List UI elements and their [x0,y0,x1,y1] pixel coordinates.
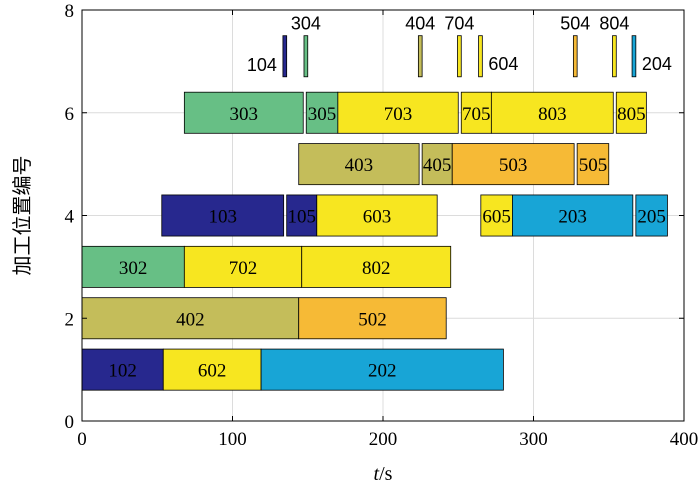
gantt-bar [490,91,614,134]
gantt-bar-label: 603 [363,207,392,228]
gantt-bar [298,143,420,186]
x-tick-label: 100 [218,429,247,450]
y-axis-title: 加工位置编号 [11,156,34,276]
gantt-bar-label: 505 [579,155,608,176]
gantt-bar [81,245,185,288]
gantt-bar-label: 105 [287,207,316,228]
gantt-bar [615,91,647,134]
gantt-marker [417,35,423,78]
gantt-bar-label: 403 [345,155,374,176]
gantt-marker-label: 404 [405,14,435,34]
gantt-bar-label: 703 [384,104,413,125]
gantt-marker-label: 704 [444,14,474,34]
gantt-bar [421,143,453,186]
gantt-bar-label: 405 [423,155,452,176]
gantt-bar-label: 303 [230,104,259,125]
gantt-bar [162,348,262,391]
x-axis-title: t/s [374,463,393,485]
gantt-bar [183,245,303,288]
gantt-bar [635,194,668,237]
gantt-marker-label: 504 [560,14,590,34]
gantt-bar [260,348,504,391]
gantt-bar-label: 805 [617,104,646,125]
gantt-bar-label: 205 [637,207,666,228]
gantt-bar [161,194,285,237]
gantt-bar-label: 305 [308,104,337,125]
gantt-marker [478,35,483,78]
gantt-bar [305,91,339,134]
gantt-bar [451,143,575,186]
gantt-marker-label: 604 [488,54,518,74]
gantt-bar [512,194,634,237]
gantt-bar-label: 502 [358,309,387,330]
gantt-bar [337,91,459,134]
gantt-bar [301,245,452,288]
gantt-bar-label: 302 [119,258,148,279]
gantt-marker [612,35,617,78]
y-tick-label: 0 [65,412,75,433]
gantt-bar [298,297,447,340]
gantt-marker-label: 204 [642,54,672,74]
gantt-bar-label: 803 [538,104,567,125]
x-tick-label: 300 [519,429,548,450]
y-tick-label: 4 [65,207,75,228]
gantt-bar-label: 102 [108,361,137,382]
gantt-marker-label: 104 [247,55,277,75]
gantt-bar-label: 203 [558,207,587,228]
markers-layer: 104 304 404 704 604 504 804 204 [247,14,672,78]
y-tick-label: 6 [65,104,75,125]
gantt-marker [282,35,288,78]
gantt-bar [81,297,300,340]
gantt-bar-label: 103 [208,207,237,228]
gantt-bar-label: 602 [198,361,227,382]
gantt-bar [576,143,610,186]
gantt-marker [457,35,462,78]
axes-layer: 0 100 200 300 400 0 2 4 6 8 [65,1,699,450]
gantt-marker [631,35,637,78]
gantt-bar-label: 702 [229,258,258,279]
gantt-marker-label: 804 [599,14,629,34]
gantt-marker [572,35,578,78]
gantt-bar-label: 605 [482,207,511,228]
gantt-bar [286,194,318,237]
y-tick-label: 2 [65,309,75,330]
gantt-bar-label: 503 [499,155,528,176]
x-axis-variable: t [374,463,380,485]
x-axis-unit: /s [379,463,393,485]
gantt-marker-label: 304 [291,14,321,34]
gantt-marker [303,35,309,78]
y-tick-label: 8 [65,1,75,22]
bars-layer: 102 602 202 402 502 302 702 802 103 105 603 605 203 2… [81,91,668,391]
x-tick-label: 0 [77,429,87,450]
x-tick-label: 200 [369,429,398,450]
gantt-bar [183,91,304,134]
gantt-bar-label: 705 [462,104,491,125]
x-tick-label: 400 [670,429,699,450]
gantt-bar-label: 802 [362,258,391,279]
gantt-bar-label: 402 [176,309,205,330]
gantt-bar [480,194,513,237]
gantt-bar-label: 202 [368,361,397,382]
gantt-bar [316,194,438,237]
